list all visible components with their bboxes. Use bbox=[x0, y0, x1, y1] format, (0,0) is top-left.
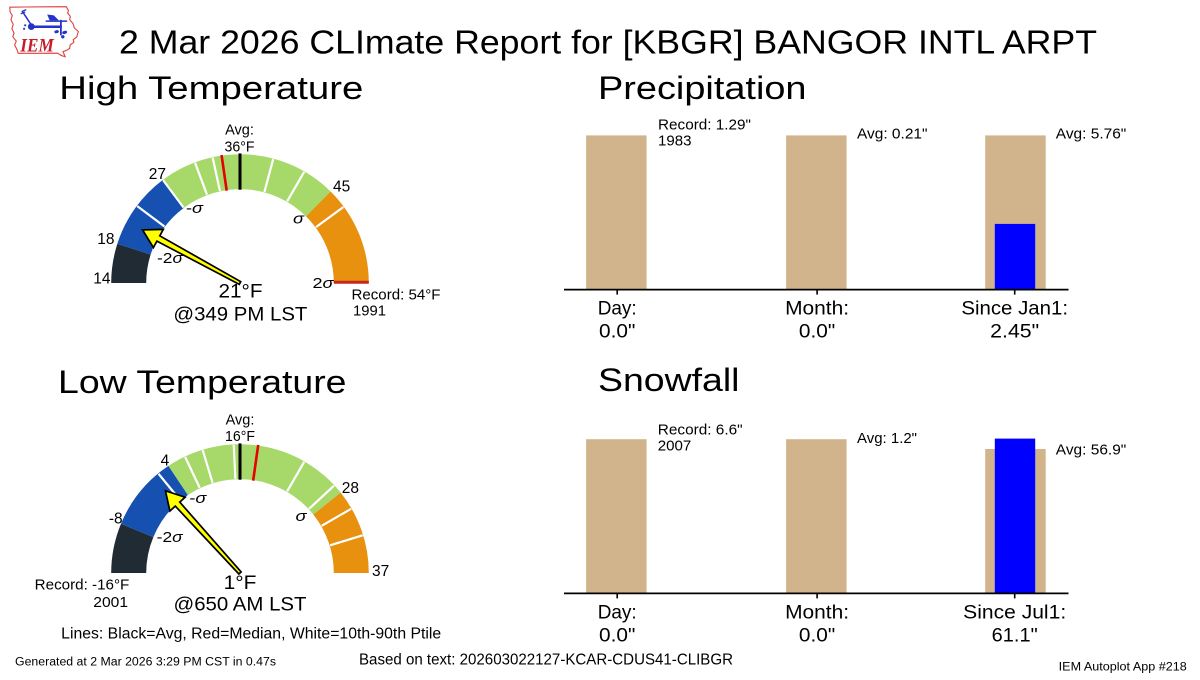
svg-text:@349 PM LST: @349 PM LST bbox=[173, 304, 307, 325]
svg-text:21°F: 21°F bbox=[219, 282, 263, 303]
svg-text:37: 37 bbox=[372, 563, 389, 580]
svg-text:-σ: -σ bbox=[189, 490, 207, 507]
svg-text:Since Jan1:: Since Jan1: bbox=[961, 299, 1068, 320]
svg-text:0.0": 0.0" bbox=[799, 321, 835, 342]
svg-text:Avg: 56.9": Avg: 56.9" bbox=[1056, 441, 1127, 458]
svg-text:2 Mar 2026 CLImate Report for: 2 Mar 2026 CLImate Report for [KBGR] BAN… bbox=[119, 24, 1097, 61]
svg-text:Low Temperature: Low Temperature bbox=[58, 364, 347, 400]
svg-text:1991: 1991 bbox=[353, 303, 386, 320]
svg-text:0.0": 0.0" bbox=[799, 625, 835, 646]
svg-text:45: 45 bbox=[333, 179, 350, 196]
svg-text:Record: 54°F: Record: 54°F bbox=[352, 287, 441, 304]
svg-text:-2σ: -2 σ bbox=[157, 250, 184, 267]
svg-text:Avg:: Avg: bbox=[225, 121, 254, 138]
svg-text:-8: -8 bbox=[109, 510, 123, 527]
svg-text:2σ: 2σ bbox=[313, 275, 335, 292]
svg-text:Day:: Day: bbox=[598, 299, 637, 320]
svg-text:2001: 2001 bbox=[93, 594, 128, 611]
svg-text:Day:: Day: bbox=[598, 603, 637, 624]
svg-text:18: 18 bbox=[97, 231, 114, 248]
svg-text:Avg: 1.2": Avg: 1.2" bbox=[857, 430, 917, 447]
svg-text:-σ: -σ bbox=[186, 200, 204, 217]
svg-text:Month:: Month: bbox=[785, 603, 849, 624]
svg-text:-2σ: -2 σ bbox=[157, 529, 184, 546]
svg-text:@650 AM LST: @650 AM LST bbox=[174, 595, 307, 616]
svg-text:Record: -16°F: Record: -16°F bbox=[35, 577, 130, 594]
svg-text:Month:: Month: bbox=[785, 299, 849, 320]
svg-text:Snowfall: Snowfall bbox=[598, 362, 740, 398]
svg-text:2.45": 2.45" bbox=[990, 321, 1039, 342]
svg-text:1°F: 1°F bbox=[224, 573, 257, 594]
svg-text:IEM: IEM bbox=[19, 36, 54, 56]
svg-text:27: 27 bbox=[149, 166, 166, 183]
svg-text:0.0": 0.0" bbox=[599, 625, 635, 646]
svg-text:Avg: 0.21": Avg: 0.21" bbox=[857, 126, 928, 143]
svg-text:Based on text: 202603022127-KC: Based on text: 202603022127-KCAR-CDUS41-… bbox=[359, 652, 733, 669]
svg-text:Avg: 5.76": Avg: 5.76" bbox=[1056, 126, 1127, 143]
svg-text:14: 14 bbox=[93, 271, 111, 288]
svg-text:Avg:: Avg: bbox=[226, 412, 255, 429]
svg-text:0.0": 0.0" bbox=[599, 321, 635, 342]
svg-text:Record: 6.6": Record: 6.6" bbox=[658, 422, 743, 439]
svg-text:Lines: Black=Avg, Red=Median,: Lines: Black=Avg, Red=Median, White=10th… bbox=[61, 626, 441, 643]
svg-text:36°F: 36°F bbox=[225, 138, 255, 155]
svg-text:Precipitation: Precipitation bbox=[598, 70, 807, 106]
svg-text:High Temperature: High Temperature bbox=[59, 70, 363, 106]
svg-text:Record: 1.29": Record: 1.29" bbox=[658, 116, 751, 133]
svg-text:4: 4 bbox=[161, 453, 170, 470]
svg-text:Generated at 2 Mar 2026 3:29 P: Generated at 2 Mar 2026 3:29 PM CST in 0… bbox=[15, 657, 276, 669]
svg-text:61.1": 61.1" bbox=[992, 625, 1038, 646]
svg-text:σ: σ bbox=[296, 508, 308, 525]
svg-text:Since Jul1:: Since Jul1: bbox=[963, 603, 1066, 624]
svg-text:2007: 2007 bbox=[658, 438, 692, 455]
svg-text:1983: 1983 bbox=[658, 133, 692, 150]
svg-text:IEM Autoplot App #218: IEM Autoplot App #218 bbox=[1059, 659, 1187, 673]
svg-text:28: 28 bbox=[342, 480, 359, 497]
svg-text:σ: σ bbox=[293, 210, 305, 227]
svg-text:16°F: 16°F bbox=[225, 428, 255, 445]
